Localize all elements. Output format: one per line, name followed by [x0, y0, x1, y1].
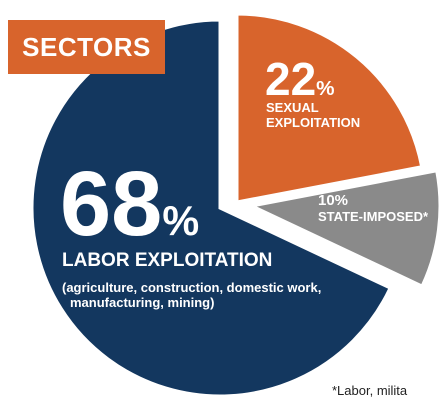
labor-pct-sign: %: [162, 198, 200, 244]
sexual-pct-value: 22: [265, 53, 317, 105]
sexual-label-line1: SEXUAL: [266, 100, 319, 115]
sexual-label-line2: EXPLOITATION: [266, 114, 361, 130]
state-label: STATE-IMPOSED*: [318, 209, 429, 224]
sexual-pct: 22%: [265, 56, 335, 102]
labor-pct-value: 68: [60, 153, 163, 255]
pie-slice-sexual-exploitation: [235, 12, 424, 204]
sectors-title: SECTORS: [22, 31, 151, 62]
footnote: *Labor, milita: [332, 383, 408, 398]
sexual-label: SEXUAL EXPLOITATION: [266, 100, 361, 131]
sectors-title-box: SECTORS: [8, 20, 165, 74]
labor-label: LABOR EXPLOITATION: [62, 250, 273, 271]
pie-slice-state-imposed: [247, 169, 442, 289]
labor-sublabel-line1: (agriculture, construction, domestic wor…: [62, 280, 322, 295]
labor-pct: 68%: [60, 158, 199, 250]
sexual-pct-sign: %: [316, 77, 335, 100]
labor-sublabel: (agriculture, construction, domestic wor…: [62, 280, 322, 311]
labor-sublabel-line2: manufacturing, mining): [70, 294, 215, 310]
state-pct: 10%: [318, 192, 349, 209]
